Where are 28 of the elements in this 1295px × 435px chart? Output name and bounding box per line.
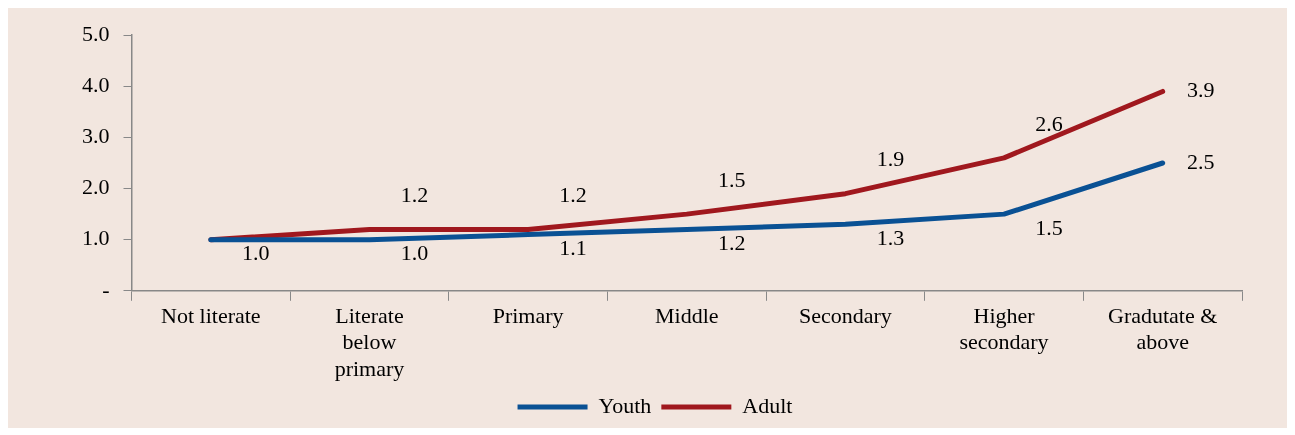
data-label: 3.9 bbox=[1186, 77, 1215, 103]
data-label: 1.5 bbox=[1035, 214, 1063, 240]
data-label: 1.9 bbox=[876, 146, 905, 172]
x-tick-label: Higher secondary bbox=[959, 302, 1049, 355]
x-tick-label: Gradutate & above bbox=[1108, 302, 1218, 355]
x-tick-label: Middle bbox=[654, 302, 719, 328]
data-label: 1.0 bbox=[400, 240, 429, 266]
x-tick-label: Literate below primary bbox=[334, 302, 405, 381]
y-tick-label: - bbox=[102, 276, 110, 302]
legend-label: Adult bbox=[742, 392, 793, 418]
legend-label: Youth bbox=[598, 392, 652, 418]
data-label: 1.0 bbox=[242, 240, 270, 266]
x-tick-label: Secondary bbox=[798, 302, 892, 328]
data-label: 1.5 bbox=[718, 166, 746, 192]
y-tick-label: 5.0 bbox=[82, 20, 110, 46]
data-label: 1.2 bbox=[718, 230, 746, 256]
y-tick-label: 3.0 bbox=[82, 123, 110, 149]
data-label: 1.2 bbox=[559, 182, 587, 208]
x-tick-label: Not literate bbox=[161, 302, 261, 328]
data-label: 1.1 bbox=[559, 235, 587, 261]
data-label: 1.2 bbox=[400, 182, 429, 208]
data-label: 2.6 bbox=[1035, 110, 1063, 136]
x-tick-label: Primary bbox=[492, 302, 564, 328]
data-label: 2.5 bbox=[1186, 148, 1215, 174]
data-label: 1.3 bbox=[876, 225, 905, 251]
y-tick-label: 2.0 bbox=[82, 174, 110, 200]
y-tick-label: 4.0 bbox=[82, 72, 110, 98]
y-tick-label: 1.0 bbox=[82, 225, 110, 251]
